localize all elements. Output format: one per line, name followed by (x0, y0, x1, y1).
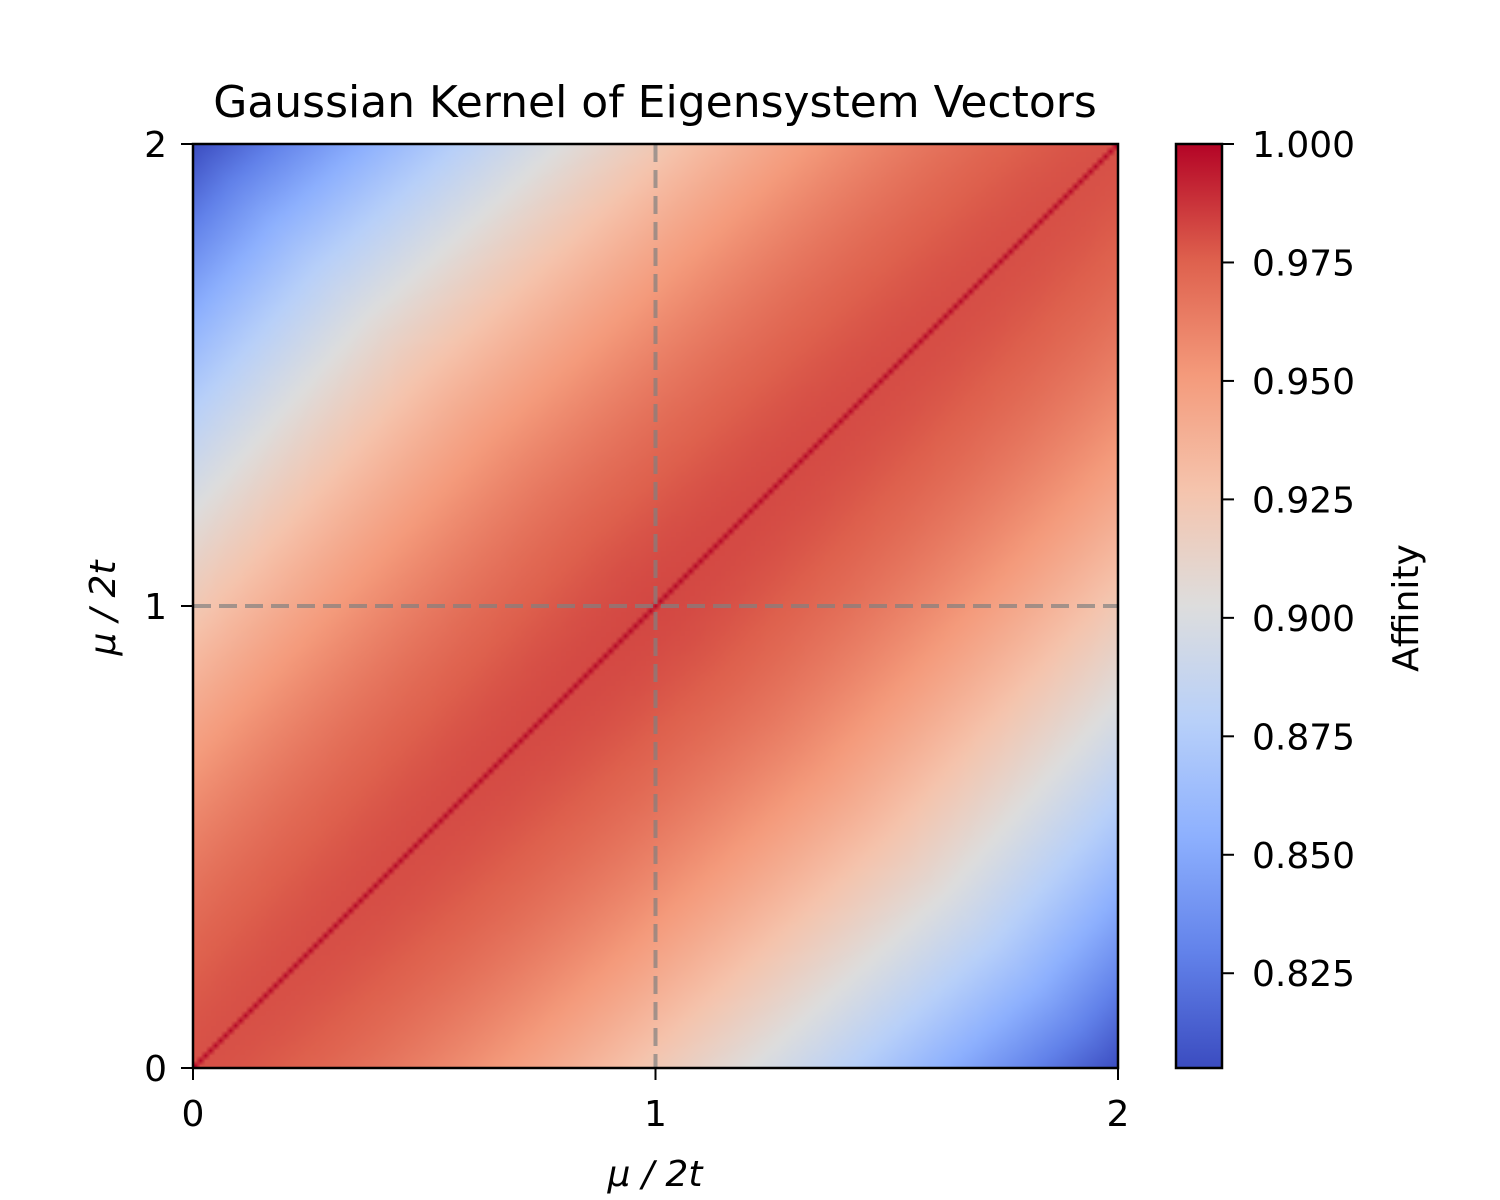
reference-lines (193, 144, 1118, 1068)
x-axis-label: μ / 2t (607, 1154, 705, 1195)
colorbar-tick-label: 0.975 (1252, 243, 1355, 284)
colorbar-ticks: 0.825 0.850 0.875 0.900 0.925 0.950 0.975 1.000 (1222, 125, 1355, 995)
colorbar-tick-label: 0.850 (1252, 836, 1355, 877)
y-axis: 0 1 2 (144, 125, 193, 1090)
chart-title: Gaussian Kernel of Eigensystem Vectors (213, 77, 1097, 128)
y-axis-label: μ / 2t (83, 559, 124, 657)
colorbar-tick-label: 0.875 (1252, 717, 1355, 758)
colorbar: 0.825 0.850 0.875 0.900 0.925 0.950 0.975 1.000… (1174, 125, 1427, 1070)
x-tick-label: 2 (1107, 1094, 1130, 1135)
colorbar-label: Affinity (1386, 544, 1427, 672)
colorbar-gradient (1174, 142, 1224, 1070)
colorbar-tick-label: 0.900 (1252, 599, 1355, 640)
colorbar-tick-label: 0.950 (1252, 362, 1355, 403)
colorbar-tick-label: 0.925 (1252, 480, 1355, 521)
colorbar-tick-label: 0.825 (1252, 954, 1355, 995)
colorbar-tick-label: 1.000 (1252, 125, 1355, 166)
y-tick-label: 0 (144, 1049, 167, 1090)
x-tick-label: 1 (644, 1094, 667, 1135)
y-tick-label: 2 (144, 125, 167, 166)
x-axis: 0 1 2 (182, 1068, 1130, 1135)
x-tick-label: 0 (182, 1094, 205, 1135)
y-tick-label: 1 (144, 587, 167, 628)
